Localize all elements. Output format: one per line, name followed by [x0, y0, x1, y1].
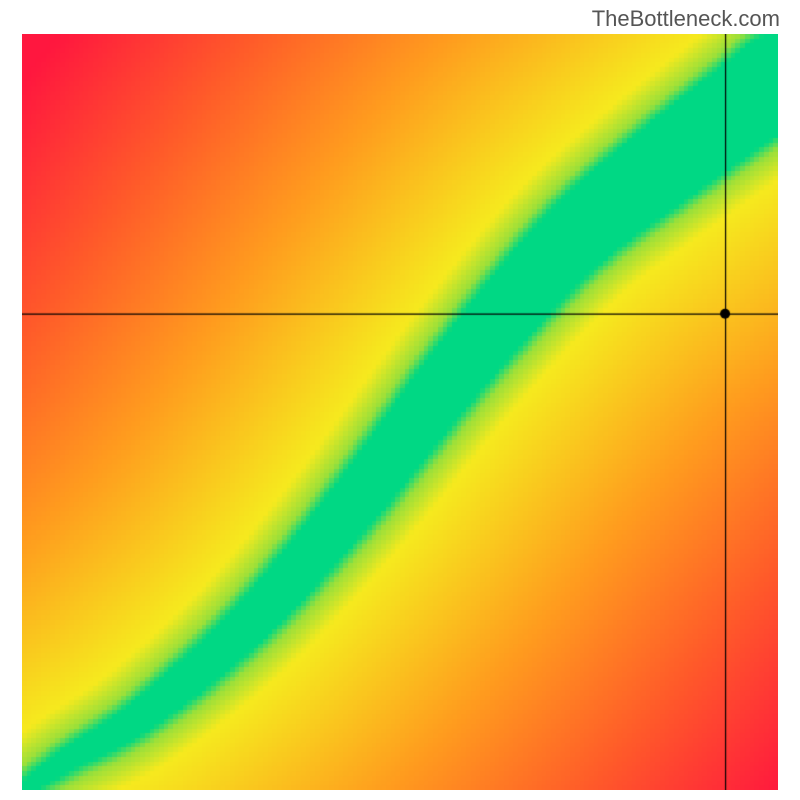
chart-container: TheBottleneck.com — [0, 0, 800, 800]
watermark-text: TheBottleneck.com — [592, 6, 780, 32]
heatmap-plot — [22, 34, 778, 790]
